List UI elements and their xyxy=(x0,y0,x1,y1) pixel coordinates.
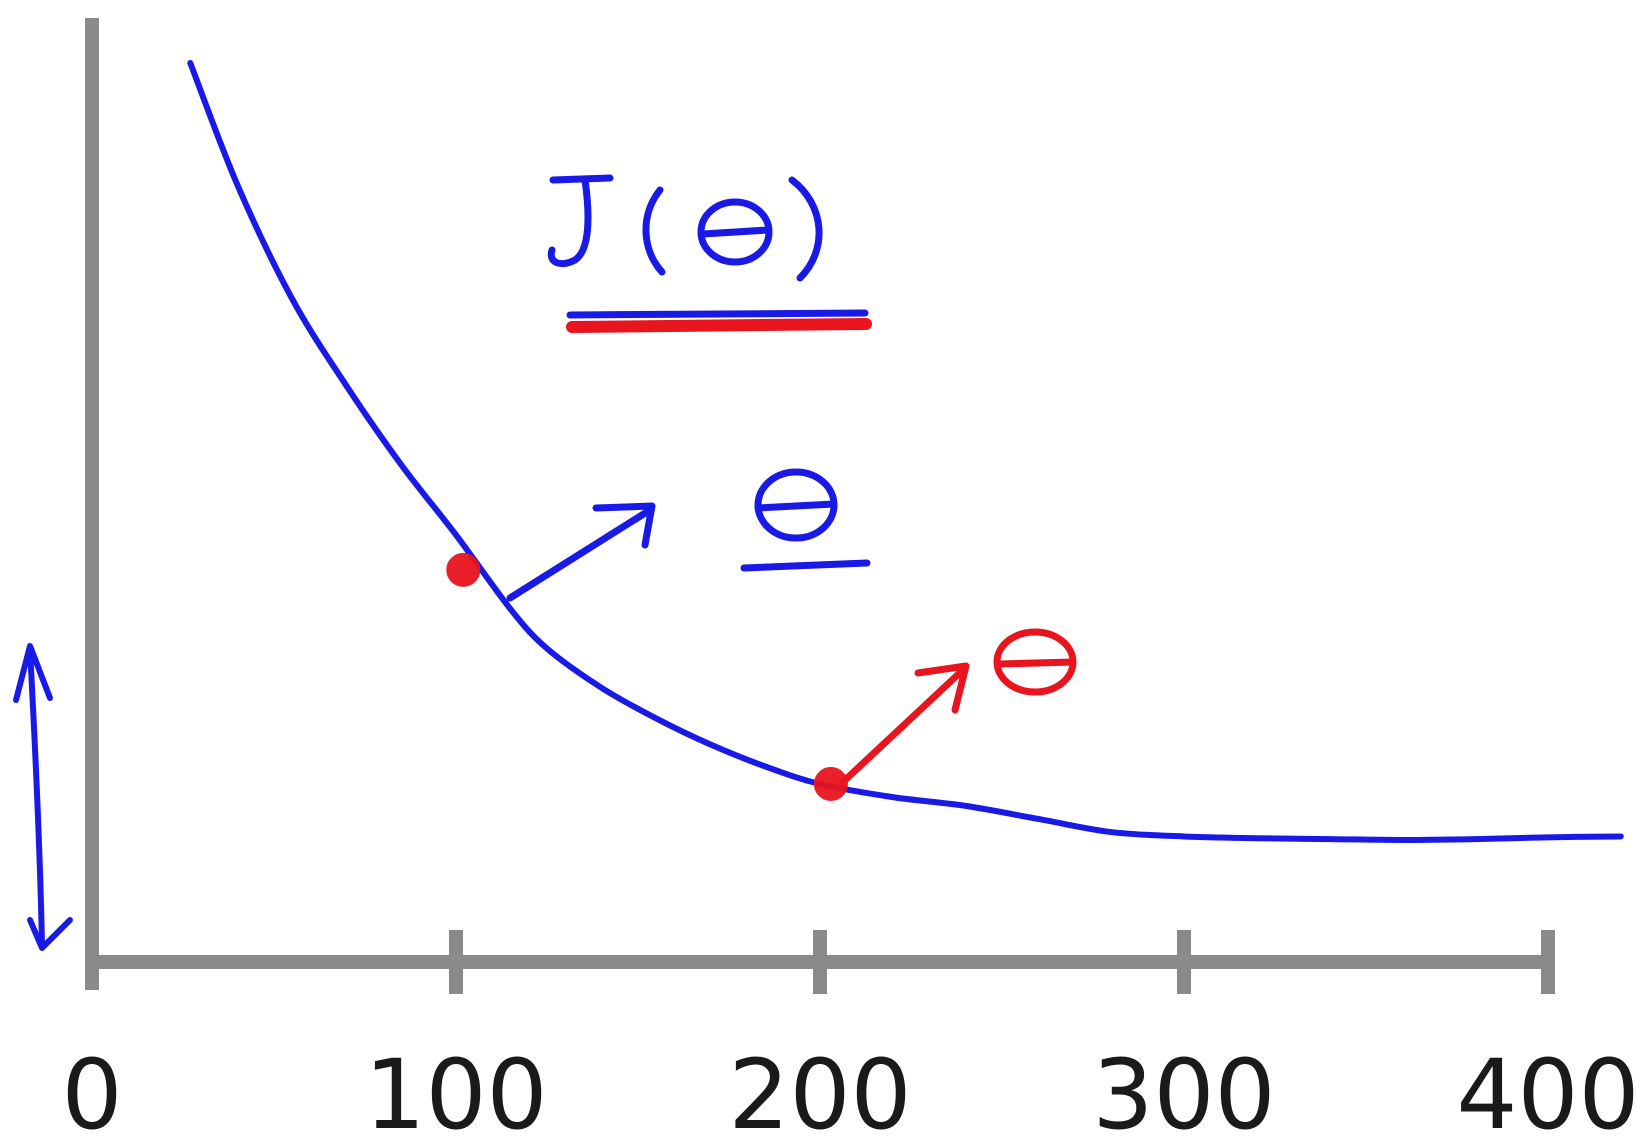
series-layer xyxy=(187,59,1624,843)
red-underline xyxy=(566,318,872,333)
x-tick-labels: 0 100 200 300 400 xyxy=(61,1039,1636,1140)
handwritten-j-theta-annotation xyxy=(547,174,869,319)
vertical-double-arrow-icon xyxy=(13,643,73,951)
x-tick-label: 100 xyxy=(364,1039,547,1140)
blue-theta-symbol xyxy=(740,468,871,572)
highlighted-points xyxy=(446,552,848,802)
highlighted-point xyxy=(446,552,481,587)
blue-arrow-to-theta xyxy=(506,502,656,602)
cost-curve-line xyxy=(187,59,1624,843)
red-theta-symbol xyxy=(993,628,1077,696)
x-tick-label: 200 xyxy=(728,1039,911,1140)
x-tick-label: 300 xyxy=(1092,1039,1275,1140)
x-tick-label: 400 xyxy=(1456,1039,1636,1140)
x-tick-label: 0 xyxy=(61,1039,122,1140)
red-arrow-to-theta xyxy=(839,662,970,786)
axes xyxy=(85,18,1555,994)
